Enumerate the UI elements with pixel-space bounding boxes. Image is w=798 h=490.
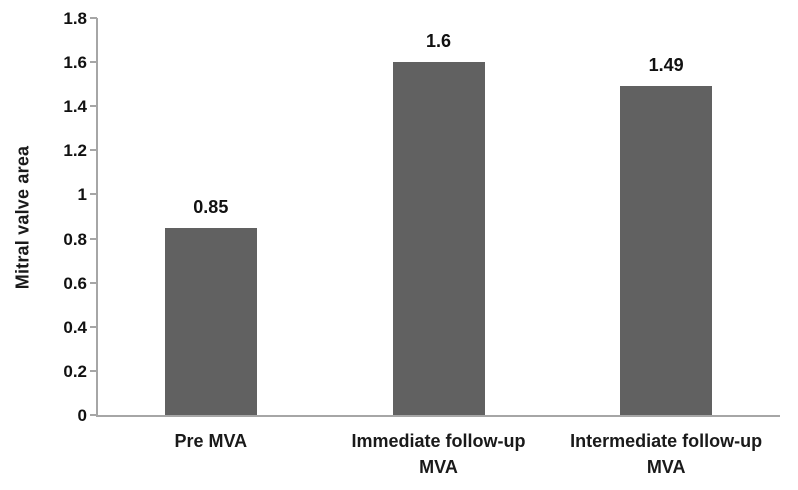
y-tick-mark xyxy=(90,237,97,240)
bar-2 xyxy=(392,62,485,415)
y-tick-label: 0.8 xyxy=(63,229,87,249)
x-axis-label-line: Immediate follow-up xyxy=(351,431,526,451)
y-axis-line xyxy=(96,18,98,417)
y-tick-label: 1 xyxy=(77,185,87,205)
x-axis-label: Intermediate follow-up MVA xyxy=(551,428,781,480)
bar-1 xyxy=(164,227,257,415)
y-tick-label: 1.6 xyxy=(63,53,87,73)
y-tick-mark xyxy=(90,105,97,108)
value-label: 1.49 xyxy=(648,55,684,76)
y-tick-label: 0.6 xyxy=(63,273,87,293)
y-tick-mark xyxy=(90,369,97,372)
x-axis-label-line: Pre MVA xyxy=(174,431,248,451)
x-axis-label: Immediate follow-up MVA xyxy=(324,428,554,480)
y-axis-title: Mitral valve area xyxy=(12,145,33,290)
x-axis-label: Pre MVA xyxy=(96,428,326,454)
y-tick-label: 1.4 xyxy=(63,97,87,117)
y-tick-mark xyxy=(90,193,97,196)
y-tick-label: 1.8 xyxy=(63,9,87,28)
x-axis-label-line: MVA xyxy=(646,457,686,478)
y-tick-mark xyxy=(90,61,97,64)
value-label: 1.6 xyxy=(425,31,452,52)
y-tick-mark xyxy=(90,17,97,19)
y-tick-label: 0.2 xyxy=(63,361,87,381)
y-tick-label: 1.2 xyxy=(63,141,87,161)
x-axis-label-line: Intermediate follow-up xyxy=(570,431,763,451)
bar-3 xyxy=(620,86,713,415)
y-tick-mark xyxy=(90,325,97,328)
y-tick-mark xyxy=(90,149,97,152)
y-tick-mark xyxy=(90,414,97,416)
y-tick-mark xyxy=(90,281,97,284)
x-axis-line xyxy=(96,415,780,417)
x-axis-label-line: MVA xyxy=(419,457,458,478)
value-label: 0.85 xyxy=(193,196,229,217)
y-tick-label: 0 xyxy=(77,406,87,425)
y-tick-label: 0.4 xyxy=(63,317,87,337)
